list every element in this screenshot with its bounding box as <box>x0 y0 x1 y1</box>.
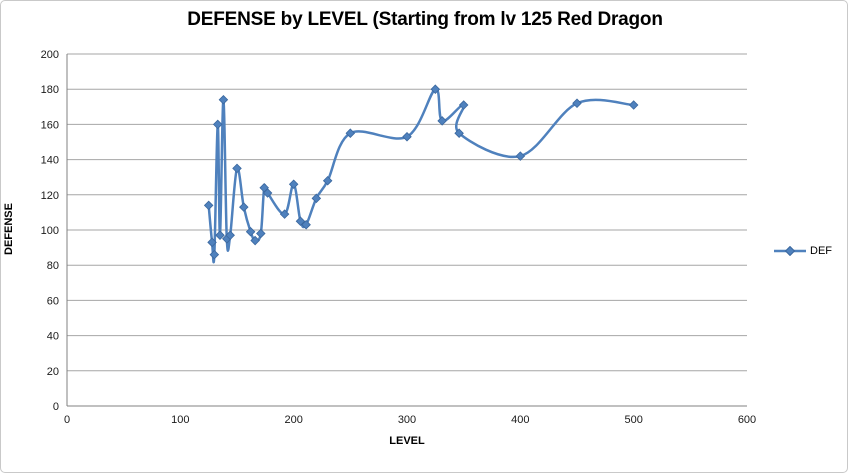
data-point-marker <box>203 200 214 211</box>
y-tick-label: 0 <box>53 401 59 413</box>
x-axis-title: LEVEL <box>389 435 425 447</box>
y-tick-label: 20 <box>47 366 59 378</box>
data-point-marker <box>311 193 322 204</box>
data-point-marker <box>322 175 333 186</box>
x-tick-label: 500 <box>624 414 642 426</box>
data-point-marker <box>239 202 249 212</box>
series-line <box>207 87 635 264</box>
data-point-marker <box>454 128 464 138</box>
y-tick-label: 80 <box>47 260 59 272</box>
y-tick-label: 40 <box>47 331 59 343</box>
x-tick-label: 0 <box>64 414 70 426</box>
data-point-marker <box>212 119 223 130</box>
data-point-marker <box>402 131 412 142</box>
data-point-marker <box>430 84 441 94</box>
y-tick-label: 160 <box>41 119 59 131</box>
data-point-marker <box>256 228 266 239</box>
legend-label: DEF <box>810 245 832 257</box>
y-tick-label: 180 <box>41 84 59 96</box>
y-tick-label: 120 <box>41 190 59 202</box>
data-point-marker <box>572 98 582 109</box>
legend-marker-icon <box>774 246 806 256</box>
chart-title: DEFENSE by LEVEL (Starting from lv 125 R… <box>187 9 663 30</box>
data-point-marker <box>628 100 639 110</box>
x-tick-label: 200 <box>284 414 302 426</box>
data-point-marker <box>437 116 447 126</box>
data-point-marker <box>301 219 311 230</box>
y-tick-label: 100 <box>41 225 59 237</box>
data-point-marker <box>209 249 220 260</box>
data-point-marker <box>262 188 273 198</box>
data-point-marker <box>295 216 306 226</box>
data-point-marker <box>207 237 217 248</box>
data-point-marker <box>279 209 290 219</box>
data-point-marker <box>288 179 299 190</box>
data-point-marker <box>345 128 356 138</box>
data-point-marker <box>250 235 260 246</box>
x-tick-label: 100 <box>171 414 189 426</box>
data-point-marker <box>515 151 526 161</box>
legend: DEF <box>774 245 832 257</box>
data-point-marker <box>215 230 225 241</box>
x-tick-label: 300 <box>398 414 416 426</box>
data-point-marker <box>245 226 256 237</box>
y-tick-label: 140 <box>41 155 59 167</box>
x-tick-label: 600 <box>738 414 756 426</box>
data-point-marker <box>218 94 229 105</box>
y-tick-label: 200 <box>41 49 59 61</box>
x-tick-label: 400 <box>511 414 529 426</box>
data-point-marker <box>458 100 469 110</box>
data-point-marker <box>232 163 242 174</box>
data-point-marker <box>225 230 235 241</box>
y-tick-label: 60 <box>47 295 59 307</box>
